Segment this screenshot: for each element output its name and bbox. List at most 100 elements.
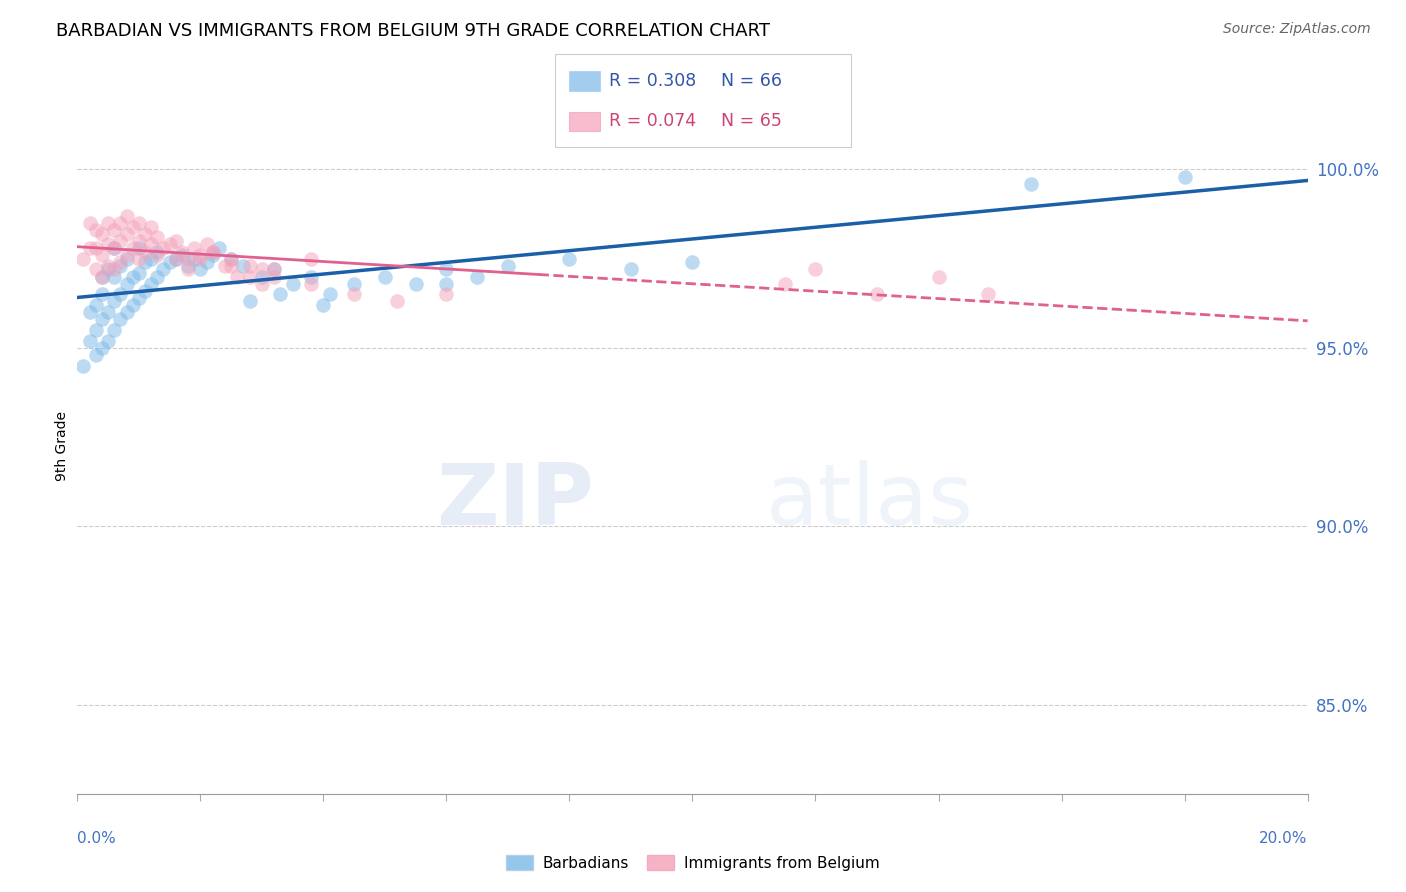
Text: R = 0.074: R = 0.074 [609, 112, 696, 130]
Point [84, 298, 107, 312]
Point [928, 269, 950, 284]
Point [374, 269, 396, 284]
Point [90, 248, 114, 262]
Point [239, 269, 262, 284]
Point [405, 277, 427, 291]
Point [72, 359, 94, 373]
Point [866, 287, 889, 301]
Point [128, 291, 150, 305]
Point [128, 252, 150, 266]
Text: 20.0%: 20.0% [1260, 831, 1308, 846]
Point [170, 248, 193, 262]
Point [436, 262, 458, 277]
Point [159, 255, 181, 269]
Point [103, 294, 125, 309]
Point [103, 323, 125, 337]
Point [103, 262, 125, 277]
Point [250, 269, 273, 284]
Point [195, 255, 218, 269]
Point [977, 287, 1000, 301]
Text: N = 65: N = 65 [721, 112, 782, 130]
Point [804, 262, 827, 277]
Point [201, 248, 224, 262]
Point [152, 262, 174, 277]
Point [84, 323, 107, 337]
Point [141, 219, 163, 234]
Point [128, 241, 150, 255]
Point [90, 287, 114, 301]
Point [208, 241, 231, 255]
Text: R = 0.308: R = 0.308 [609, 72, 696, 90]
Point [318, 287, 340, 301]
Point [110, 216, 132, 230]
Text: 0.0%: 0.0% [77, 831, 117, 846]
Point [558, 252, 581, 266]
Point [226, 269, 249, 284]
Point [90, 341, 114, 355]
Point [299, 252, 322, 266]
Point [103, 269, 125, 284]
Point [1174, 169, 1197, 184]
Point [121, 269, 143, 284]
Point [152, 241, 174, 255]
Point [79, 334, 101, 348]
Point [263, 262, 285, 277]
Point [214, 259, 236, 273]
Point [141, 277, 163, 291]
Point [115, 277, 138, 291]
Text: ZIP: ZIP [436, 460, 595, 543]
Point [1019, 177, 1042, 191]
Point [134, 255, 156, 269]
Point [97, 262, 120, 277]
Point [496, 259, 519, 273]
Point [110, 255, 132, 269]
Point [170, 244, 193, 259]
Point [219, 252, 242, 266]
Point [79, 216, 101, 230]
Point [128, 216, 150, 230]
Point [110, 287, 132, 301]
Point [183, 241, 205, 255]
Point [134, 227, 156, 241]
Point [141, 252, 163, 266]
Point [177, 262, 200, 277]
Point [115, 227, 138, 241]
Text: N = 66: N = 66 [721, 72, 782, 90]
Point [165, 252, 187, 266]
Point [620, 262, 643, 277]
Point [146, 269, 169, 284]
Point [232, 259, 254, 273]
Point [299, 269, 322, 284]
Point [97, 216, 120, 230]
Point [343, 277, 366, 291]
Point [115, 209, 138, 223]
Point [269, 287, 291, 301]
Point [177, 252, 200, 266]
Point [103, 241, 125, 255]
Point [682, 255, 704, 269]
Point [159, 237, 181, 252]
Point [79, 305, 101, 319]
Point [90, 269, 114, 284]
Point [103, 241, 125, 255]
Point [121, 298, 143, 312]
Point [84, 348, 107, 362]
Point [177, 259, 200, 273]
Point [72, 252, 94, 266]
Point [299, 277, 322, 291]
Point [201, 244, 224, 259]
Point [146, 230, 169, 244]
Point [110, 312, 132, 326]
Point [312, 298, 335, 312]
Point [97, 237, 120, 252]
Point [165, 252, 187, 266]
Point [773, 277, 796, 291]
Point [146, 244, 169, 259]
Point [281, 277, 304, 291]
Point [201, 244, 224, 259]
Point [97, 334, 120, 348]
Point [128, 266, 150, 280]
Point [97, 259, 120, 273]
Point [90, 227, 114, 241]
Point [84, 262, 107, 277]
